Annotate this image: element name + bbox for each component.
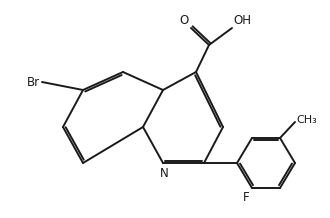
Text: O: O — [180, 14, 189, 27]
Text: Br: Br — [27, 75, 40, 89]
Text: OH: OH — [233, 14, 251, 27]
Text: CH₃: CH₃ — [296, 115, 317, 125]
Text: N: N — [160, 167, 168, 180]
Text: F: F — [243, 191, 250, 204]
